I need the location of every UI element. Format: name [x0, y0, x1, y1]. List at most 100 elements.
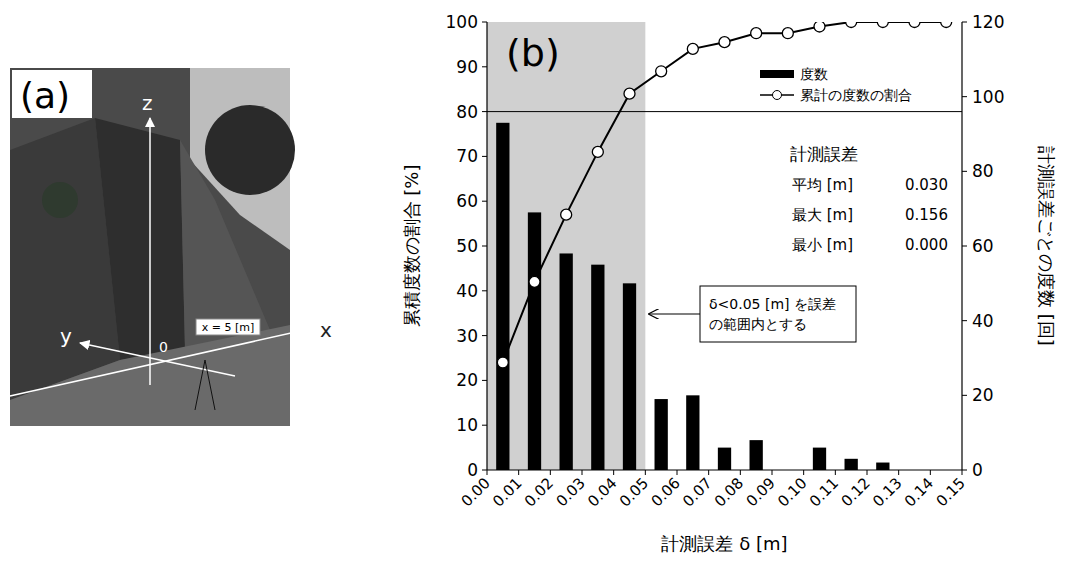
- bar: [940, 470, 953, 471]
- y-tick: [482, 246, 487, 247]
- stats-value: 0.030: [905, 176, 948, 194]
- y-tick-label: 30: [456, 326, 478, 346]
- bar: [718, 448, 731, 470]
- reference-line: [487, 111, 962, 112]
- y-tick: [482, 156, 487, 157]
- y2-tick-label: 0: [972, 460, 983, 480]
- photo-origin-label: 0: [159, 339, 168, 355]
- photo-panel: (a)zyx0x = 5 [m]: [10, 68, 332, 426]
- y-tick-label: 70: [456, 146, 478, 166]
- cumulative-point: [497, 357, 508, 368]
- cumulative-line: [503, 22, 946, 362]
- x-tick-label: 0.05: [616, 474, 652, 510]
- y2-tick-label: 40: [972, 311, 994, 331]
- x-tick-label: 0.01: [489, 474, 525, 510]
- x-tick: [582, 470, 583, 475]
- photo-axis: [10, 327, 318, 396]
- y2-tick: [962, 470, 967, 471]
- stats-title: 計測誤差: [790, 144, 858, 164]
- y-tick-label: 60: [456, 191, 478, 211]
- stats-label: 最大 [m]: [792, 206, 853, 224]
- bar: [845, 459, 858, 470]
- photo-axis: [149, 118, 151, 385]
- x-tick-label: 0.07: [679, 474, 715, 510]
- cumulative-point: [561, 209, 572, 220]
- plot-marks: [496, 22, 951, 470]
- y-tick-label: 40: [456, 281, 478, 301]
- y2-tick: [962, 395, 967, 396]
- stats-label: 平均 [m]: [792, 176, 853, 194]
- y-tick: [482, 380, 487, 381]
- legend: 度数累計の度数の割合: [760, 66, 912, 103]
- x-tick: [803, 470, 804, 475]
- bar: [876, 463, 889, 470]
- photo-wall: [95, 118, 185, 360]
- bar: [686, 395, 699, 470]
- cumulative-point: [624, 88, 635, 99]
- cumulative-point: [719, 37, 730, 48]
- x-tick: [867, 470, 868, 475]
- x-tick-label: 0.13: [869, 474, 905, 510]
- y2-tick: [962, 171, 967, 172]
- legend-label: 度数: [800, 66, 828, 82]
- callout-line: の範囲内とする: [709, 316, 807, 332]
- cumulative-point: [656, 66, 667, 77]
- x-tick-label: 0.14: [901, 474, 937, 510]
- photo-axis: [80, 343, 235, 376]
- photo-tree: [205, 105, 295, 195]
- cumulative-point: [846, 22, 857, 28]
- photo-shrub: [42, 182, 78, 218]
- x-tick: [835, 470, 836, 475]
- bar: [591, 265, 604, 470]
- callout-arrow: [649, 313, 700, 314]
- x-tick: [930, 470, 931, 475]
- x-tick: [487, 470, 488, 475]
- legend-label: 累計の度数の割合: [800, 87, 912, 103]
- y-tick-label: 90: [456, 57, 478, 77]
- x-tick-label: 0.04: [584, 474, 620, 510]
- photo-tripod: [205, 360, 215, 410]
- cumulative-point: [814, 22, 825, 32]
- y2-tick: [962, 96, 967, 97]
- y-tick-label: 50: [456, 236, 478, 256]
- x-tick-label: 0.02: [521, 474, 557, 510]
- x-tick: [962, 470, 963, 475]
- bar: [750, 440, 763, 470]
- y-tick: [482, 111, 487, 112]
- x-tick: [772, 470, 773, 475]
- y2-axis-title: 計測誤差ごとの度数 [回]: [1036, 146, 1057, 346]
- x-tick: [677, 470, 678, 475]
- x-tick-label: 0.15: [932, 474, 968, 510]
- cumulative-point: [529, 276, 540, 287]
- callout-text: δ<0.05 [m] を誤差の範囲内とする: [709, 296, 836, 332]
- y-tick-label: 100: [446, 12, 478, 32]
- y2-tick: [962, 22, 967, 23]
- y-tick-label: 20: [456, 370, 478, 390]
- callout-box: [700, 286, 856, 342]
- panel-letter: (a): [20, 75, 70, 116]
- stats-value: 0.156: [905, 206, 948, 224]
- y-tick: [482, 201, 487, 202]
- y2-tick: [962, 320, 967, 321]
- y-tick: [482, 290, 487, 291]
- x-tick-label: 0.10: [774, 474, 810, 510]
- y2-tick-label: 80: [972, 161, 994, 181]
- x-tick: [550, 470, 551, 475]
- y2-tick-label: 100: [972, 87, 1004, 107]
- y-tick-label: 80: [456, 102, 478, 122]
- x-tick: [613, 470, 614, 475]
- bar: [655, 399, 668, 470]
- photo-marker-label: x = 5 [m]: [202, 321, 255, 334]
- x-tick-label: 0.00: [457, 474, 493, 510]
- bar: [496, 123, 509, 470]
- y-tick-label: 10: [456, 415, 478, 435]
- bar: [813, 448, 826, 470]
- bar: [623, 283, 636, 470]
- y-axis-title: 累積度数の割合 [%]: [401, 165, 422, 328]
- shaded-range: [487, 22, 645, 470]
- y-tick: [482, 425, 487, 426]
- x-tick: [518, 470, 519, 475]
- photo-axis-label: y: [60, 324, 72, 348]
- x-tick: [645, 470, 646, 475]
- x-tick-label: 0.12: [837, 474, 873, 510]
